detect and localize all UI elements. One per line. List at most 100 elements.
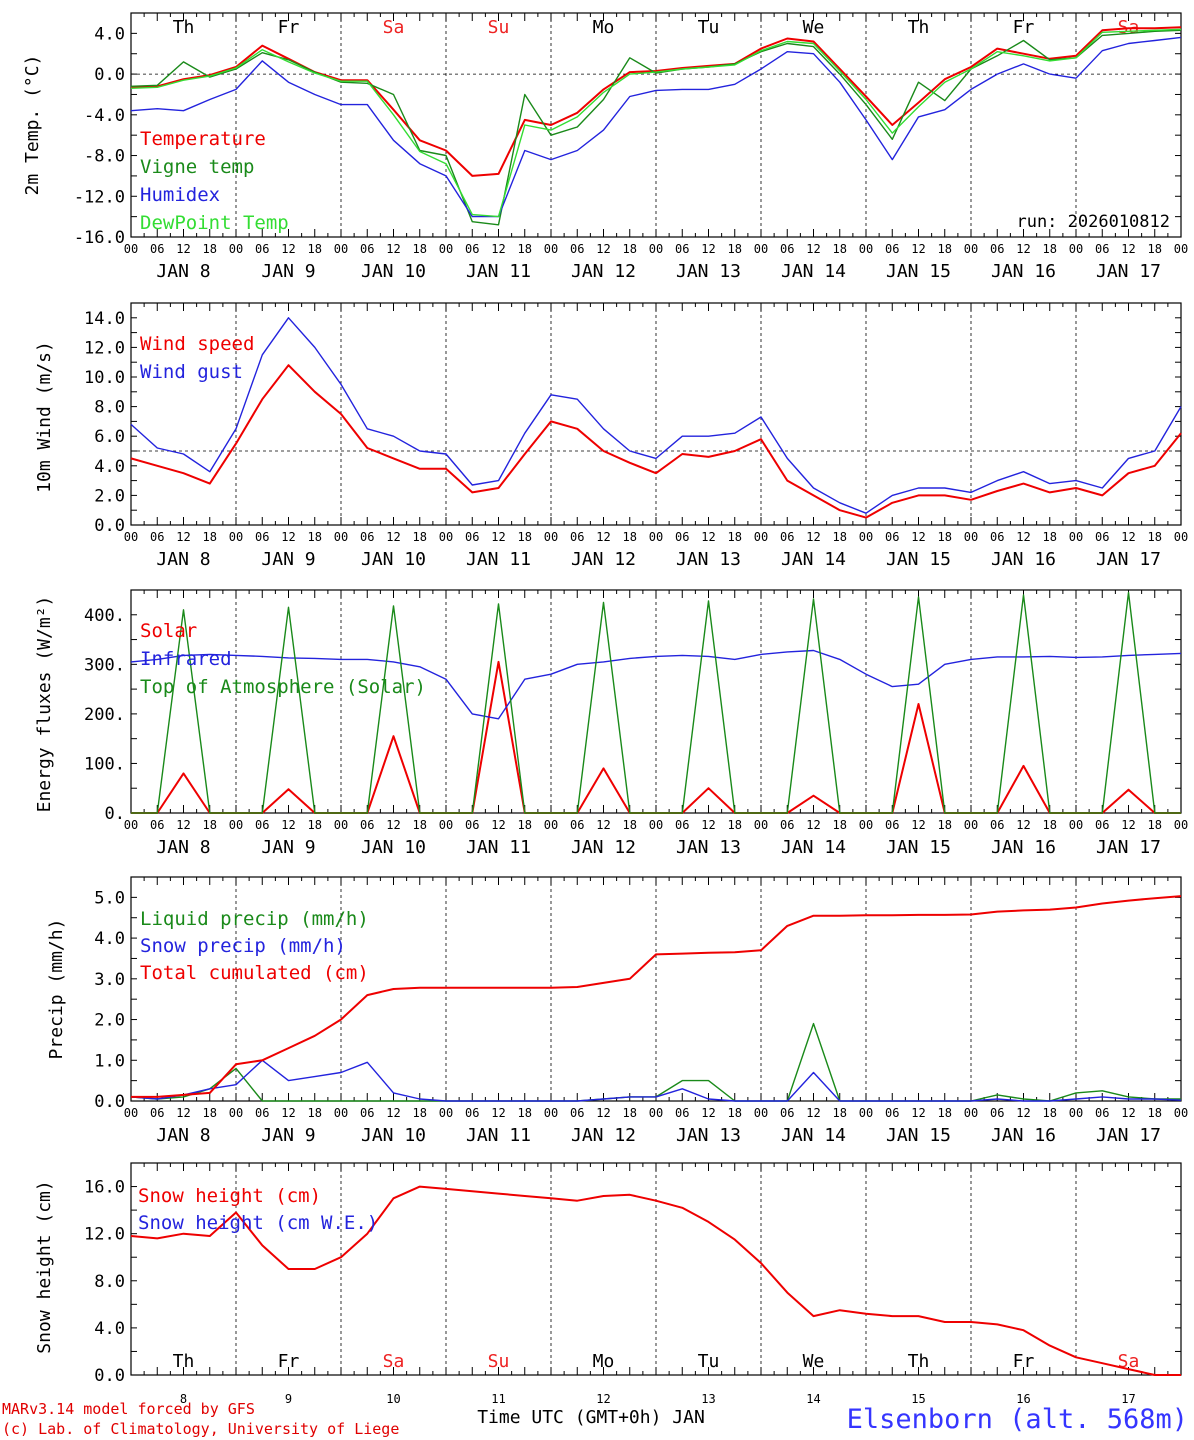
hour-tick-label: 06 <box>1095 818 1109 832</box>
panel-2: 14.0 12.0 10.0 8.0 6.0 4.0 2.0 0.0 10m Wind (m/s… <box>34 302 1188 570</box>
run-label: run: 2026010812 <box>1016 212 1170 232</box>
hour-tick-label: 00 <box>229 818 243 832</box>
day-label: JAN 9 <box>261 549 315 570</box>
hour-tick-label: 06 <box>465 530 479 544</box>
y-tick-label: 0.0 <box>94 516 125 536</box>
legend-entry: Humidex <box>140 184 220 206</box>
plot-frame <box>130 12 1182 238</box>
legend-entry: Snow height (cm) <box>138 1185 321 1207</box>
hour-tick-label: 06 <box>990 530 1004 544</box>
weekday-label: Mo <box>593 17 615 38</box>
hour-tick-label: 06 <box>780 242 794 256</box>
hour-tick-label: 06 <box>465 818 479 832</box>
day-label: JAN 12 <box>571 837 636 858</box>
hour-tick-label: 18 <box>728 242 742 256</box>
y-tick-label: -4.0 <box>84 106 125 126</box>
weekday-label: Fr <box>278 17 300 38</box>
day-label: JAN 16 <box>991 837 1056 858</box>
hour-tick-label: 06 <box>360 242 374 256</box>
hour-tick-label: 18 <box>518 818 532 832</box>
hour-tick-label: 18 <box>1043 242 1057 256</box>
hour-tick-label: 18 <box>938 818 952 832</box>
hour-tick-label: 06 <box>255 818 269 832</box>
hour-tick-label: 06 <box>360 1106 374 1120</box>
hour-tick-label: 06 <box>1095 530 1109 544</box>
hour-tick-label: 06 <box>780 530 794 544</box>
hour-tick-label: 00 <box>859 1106 873 1120</box>
day-label: JAN 11 <box>466 549 531 570</box>
day-label: JAN 12 <box>571 1125 636 1146</box>
hour-tick-label: 00 <box>754 1106 768 1120</box>
weekday-label: Fr <box>278 1351 300 1372</box>
hour-tick-label: 06 <box>255 530 269 544</box>
y-tick-label: 2.0 <box>94 486 125 506</box>
day-label: JAN 8 <box>156 549 210 570</box>
day-label: JAN 16 <box>991 261 1056 282</box>
weekday-label: Sa <box>383 17 405 38</box>
hour-tick-label: 06 <box>150 1106 164 1120</box>
hour-tick-label: 06 <box>885 242 899 256</box>
hour-tick-label: 00 <box>1069 818 1083 832</box>
hour-tick-label: 12 <box>281 530 295 544</box>
day-label: JAN 14 <box>781 261 846 282</box>
weekday-label: Th <box>908 17 930 38</box>
hour-tick-label: 00 <box>1069 1106 1083 1120</box>
hour-tick-label: 00 <box>649 1106 663 1120</box>
y-tick-label: 2.0 <box>94 1011 125 1031</box>
day-label: JAN 17 <box>1096 549 1161 570</box>
hour-tick-label: 18 <box>728 818 742 832</box>
day-label: JAN 15 <box>886 1125 951 1146</box>
legend-entry: Liquid precip (mm/h) <box>140 908 369 930</box>
day-number-label: 12 <box>596 1392 610 1406</box>
hour-tick-label: 06 <box>150 818 164 832</box>
hour-tick-label: 00 <box>1174 242 1188 256</box>
series-line-humidex <box>130 36 1182 218</box>
legend-entry: Infrared <box>140 648 232 670</box>
hour-tick-label: 18 <box>413 818 427 832</box>
legend-entry: Vigne temp <box>140 156 254 178</box>
y-tick-label: -12.0 <box>74 187 125 207</box>
weekday-label: Th <box>173 17 195 38</box>
hour-tick-label: 18 <box>308 1106 322 1120</box>
y-tick-label: 6.0 <box>94 427 125 447</box>
hour-tick-label: 18 <box>1043 1106 1057 1120</box>
hour-tick-label: 12 <box>806 242 820 256</box>
hour-tick-label: 06 <box>990 1106 1004 1120</box>
day-label: JAN 9 <box>261 837 315 858</box>
weekday-label: Sa <box>1118 1351 1140 1372</box>
hour-tick-label: 06 <box>465 242 479 256</box>
y-tick-label: 0.0 <box>94 65 125 85</box>
hour-tick-label: 00 <box>334 818 348 832</box>
hour-tick-label: 00 <box>649 530 663 544</box>
hour-tick-label: 18 <box>413 1106 427 1120</box>
hour-tick-label: 00 <box>439 1106 453 1120</box>
hour-tick-label: 06 <box>570 242 584 256</box>
hour-tick-label: 00 <box>964 818 978 832</box>
y-tick-label: 16.0 <box>84 1178 125 1198</box>
hour-tick-label: 12 <box>1121 530 1135 544</box>
site-label: Elsenborn (alt. 568m) <box>847 1404 1188 1435</box>
hour-tick-label: 00 <box>544 818 558 832</box>
hour-tick-label: 18 <box>1148 242 1162 256</box>
hour-tick-label: 12 <box>701 818 715 832</box>
series-line-top-of-atmosphere-solar- <box>131 591 1181 814</box>
day-label: JAN 12 <box>571 261 636 282</box>
plot-frame <box>130 589 1182 814</box>
day-label: JAN 16 <box>991 1125 1056 1146</box>
series-line-total-cumulated-cm- <box>131 895 1182 1098</box>
hour-tick-label: 12 <box>386 242 400 256</box>
day-label: JAN 10 <box>361 549 426 570</box>
hour-tick-label: 18 <box>623 818 637 832</box>
panel-1: 4.0 0.0 -4.0 -8.0 -12.0 -16.0 2m Temp. (°C) 00 0… <box>22 12 1188 282</box>
legend-entry: Total cumulated (cm) <box>140 962 369 984</box>
day-number-label: 15 <box>911 1392 925 1406</box>
day-label: JAN 14 <box>781 837 846 858</box>
y-tick-label: -8.0 <box>84 147 125 167</box>
day-label: JAN 9 <box>261 261 315 282</box>
hour-tick-label: 12 <box>911 1106 925 1120</box>
hour-tick-label: 18 <box>833 1106 847 1120</box>
hour-tick-label: 00 <box>229 242 243 256</box>
hour-tick-label: 12 <box>596 1106 610 1120</box>
legend-entry: Top of Atmosphere (Solar) <box>140 676 426 698</box>
day-label: JAN 10 <box>361 261 426 282</box>
